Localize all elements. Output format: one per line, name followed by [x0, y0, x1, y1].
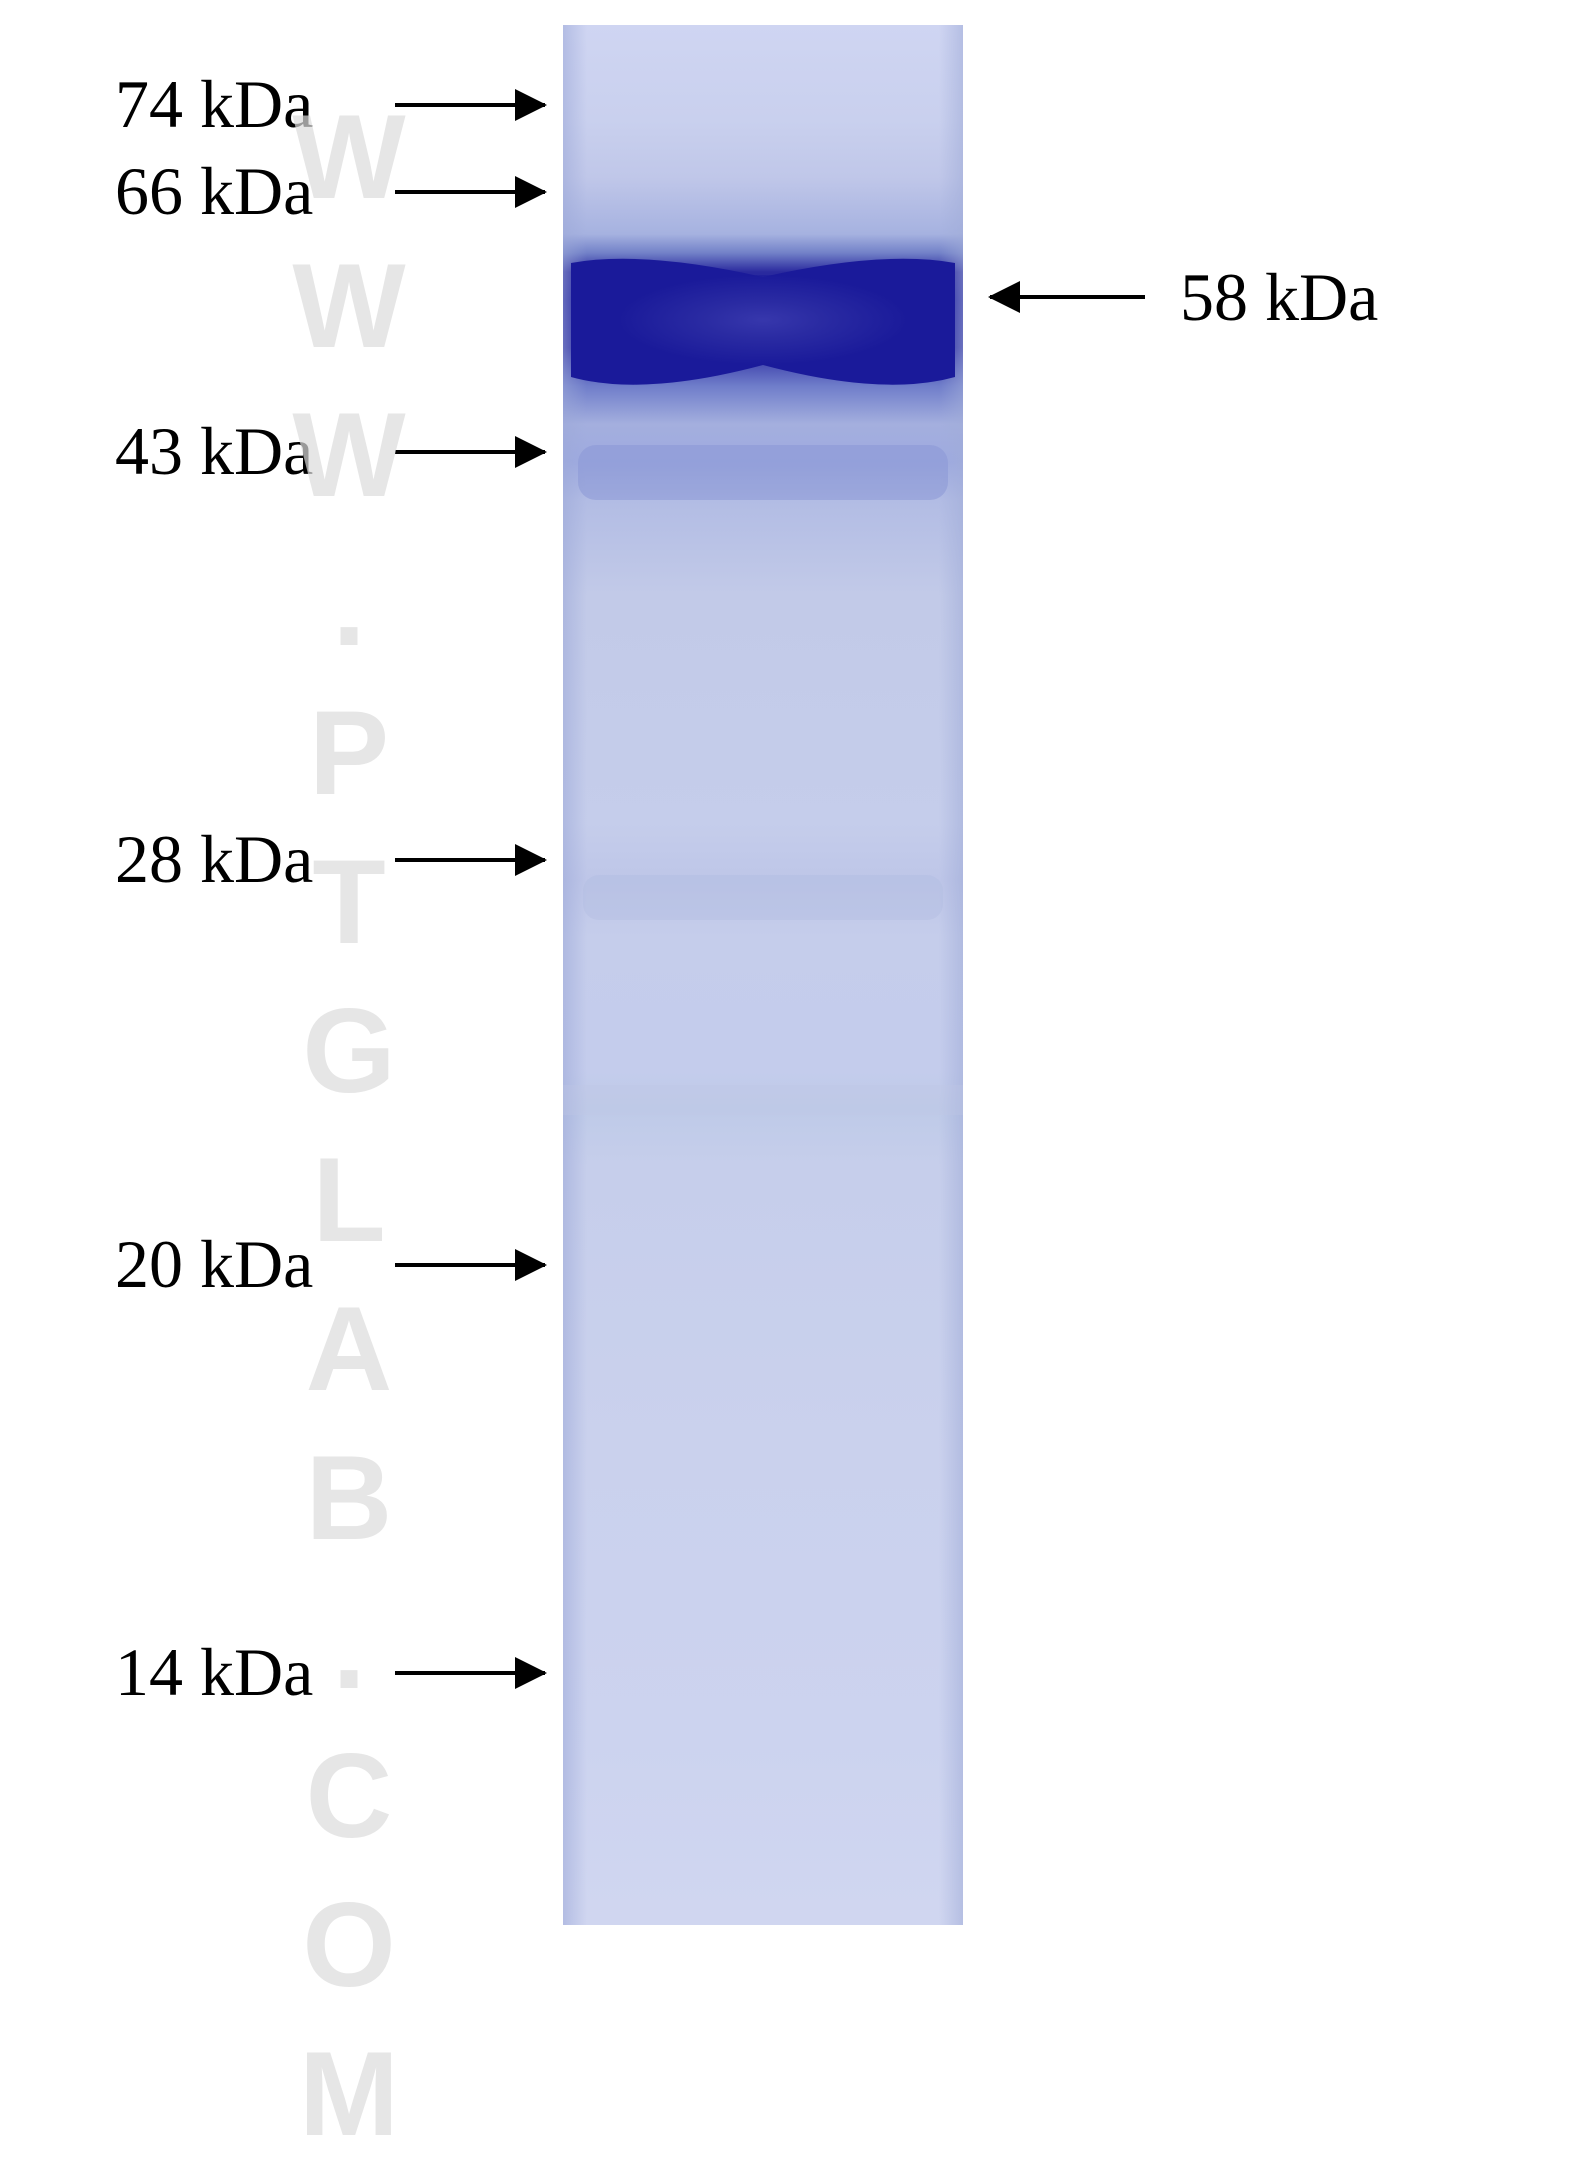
gel-lane: [563, 25, 963, 1925]
marker-arrow-43: [395, 450, 545, 454]
band-28kda-faint: [583, 875, 943, 920]
result-arrow: [990, 295, 1145, 299]
marker-arrow-14: [395, 1671, 545, 1675]
gel-figure-container: WWW.PTGLAB.COM: [0, 0, 1585, 1952]
marker-label-14: 14 kDa: [115, 1633, 313, 1712]
marker-arrow-74: [395, 103, 545, 107]
marker-arrow-28: [395, 858, 545, 862]
marker-arrow-66: [395, 190, 545, 194]
marker-arrow-20: [395, 1263, 545, 1267]
marker-label-74: 74 kDa: [115, 65, 313, 144]
marker-label-20: 20 kDa: [115, 1225, 313, 1304]
marker-label-43: 43 kDa: [115, 412, 313, 491]
marker-label-28: 28 kDa: [115, 820, 313, 899]
band-43kda-faint: [578, 445, 948, 500]
gel-lane-svg: [563, 25, 963, 1925]
marker-label-66: 66 kDa: [115, 152, 313, 231]
result-label-58: 58 kDa: [1180, 258, 1378, 337]
watermark-text: WWW.PTGLAB.COM: [280, 90, 418, 2176]
